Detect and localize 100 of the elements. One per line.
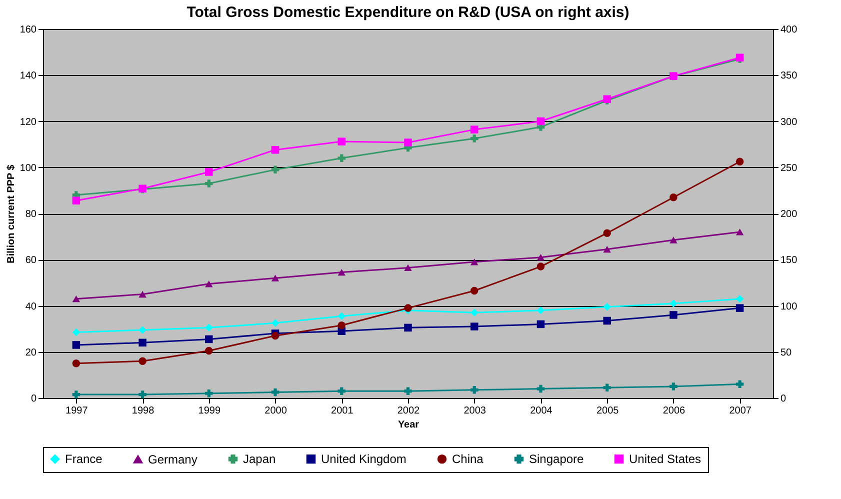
legend-label: Singapore xyxy=(529,452,584,466)
y2-tick-label: 50 xyxy=(780,347,792,358)
point xyxy=(536,384,545,393)
point xyxy=(338,268,346,276)
point xyxy=(736,228,744,236)
y2-tick-label: 100 xyxy=(780,301,798,312)
point xyxy=(404,264,412,272)
y-tick-label: 0 xyxy=(30,394,37,404)
point xyxy=(404,324,412,332)
point xyxy=(736,294,744,303)
point xyxy=(338,138,346,146)
y-tick-label: 160 xyxy=(20,24,37,36)
y2-tick-label: 200 xyxy=(780,209,798,220)
point xyxy=(536,117,545,126)
legend-label: United Kingdom xyxy=(321,452,406,466)
y-axis-title: Billion current PPP $ xyxy=(6,164,17,264)
point xyxy=(470,386,478,394)
legend-label: France xyxy=(65,452,103,466)
y-tick-label: 20 xyxy=(25,347,37,358)
point xyxy=(138,390,146,398)
point xyxy=(736,158,744,166)
point xyxy=(603,303,611,311)
point xyxy=(470,258,478,266)
point xyxy=(470,322,478,330)
point xyxy=(138,290,146,298)
point xyxy=(338,321,346,330)
legend-label: Japan xyxy=(243,452,276,466)
point xyxy=(271,146,280,154)
point xyxy=(205,346,213,355)
point xyxy=(736,380,744,388)
point xyxy=(72,196,80,204)
x-tick-label: 2004 xyxy=(530,406,553,416)
point xyxy=(72,295,80,302)
point xyxy=(205,390,213,398)
x-tick-label: 1998 xyxy=(132,406,155,416)
point xyxy=(670,311,678,319)
point xyxy=(470,286,478,295)
point xyxy=(338,154,346,162)
point xyxy=(470,126,478,134)
point xyxy=(338,312,346,320)
point xyxy=(205,335,213,344)
x-tick-label: 2001 xyxy=(331,406,354,416)
point xyxy=(138,326,146,334)
x-tick-label: 2007 xyxy=(729,406,752,416)
point xyxy=(205,180,213,188)
point xyxy=(404,387,412,395)
point xyxy=(670,382,678,390)
point xyxy=(536,320,545,328)
y-tick-label: 140 xyxy=(20,70,37,82)
point xyxy=(271,166,280,174)
point xyxy=(603,246,611,253)
y2-tick-label: 0 xyxy=(780,394,786,404)
point xyxy=(536,262,545,270)
y-tick-label: 100 xyxy=(20,162,37,174)
x-tick-label: 2002 xyxy=(397,406,420,416)
y2-tick-label: 350 xyxy=(780,70,798,82)
point xyxy=(205,324,213,332)
point xyxy=(470,134,478,142)
point xyxy=(670,236,678,244)
x-axis-title: Year xyxy=(398,420,420,430)
x-tick-label: 2000 xyxy=(264,406,288,416)
legend-label: Germany xyxy=(148,452,198,466)
y2-tick-label: 300 xyxy=(780,116,798,128)
point xyxy=(72,390,80,398)
y-tick-label: 60 xyxy=(25,255,37,266)
point xyxy=(205,168,213,176)
point xyxy=(271,274,280,282)
legend-label: China xyxy=(452,452,484,466)
point xyxy=(271,319,280,327)
point xyxy=(72,328,80,336)
x-tick-label: 1997 xyxy=(66,406,88,416)
y2-tick-label: 250 xyxy=(780,162,798,174)
point xyxy=(72,341,80,349)
point xyxy=(138,338,146,347)
point xyxy=(536,254,545,261)
point xyxy=(670,300,678,308)
point xyxy=(603,316,611,325)
point xyxy=(603,384,611,392)
point xyxy=(271,388,280,396)
y-tick-label: 120 xyxy=(20,116,37,128)
point xyxy=(470,308,478,317)
y2-tick-label: 400 xyxy=(780,24,798,36)
y-tick-label: 80 xyxy=(25,209,37,220)
chart-title: Total Gross Domestic Expenditure on R&D (USA on right axis) xyxy=(186,4,630,21)
point xyxy=(736,304,744,312)
x-tick-label: 2005 xyxy=(596,406,620,416)
point xyxy=(338,387,346,395)
point xyxy=(670,193,678,202)
legend-label: United States xyxy=(629,452,702,466)
point xyxy=(404,138,412,146)
x-tick-label: 2003 xyxy=(464,406,486,416)
point xyxy=(72,360,80,368)
point xyxy=(603,229,611,237)
point xyxy=(205,280,213,288)
point xyxy=(536,306,545,314)
x-tick-label: 1999 xyxy=(198,406,221,416)
y2-tick-label: 150 xyxy=(780,255,798,266)
y-tick-label: 40 xyxy=(25,301,37,312)
point xyxy=(404,304,412,312)
x-tick-label: 2006 xyxy=(662,406,686,416)
